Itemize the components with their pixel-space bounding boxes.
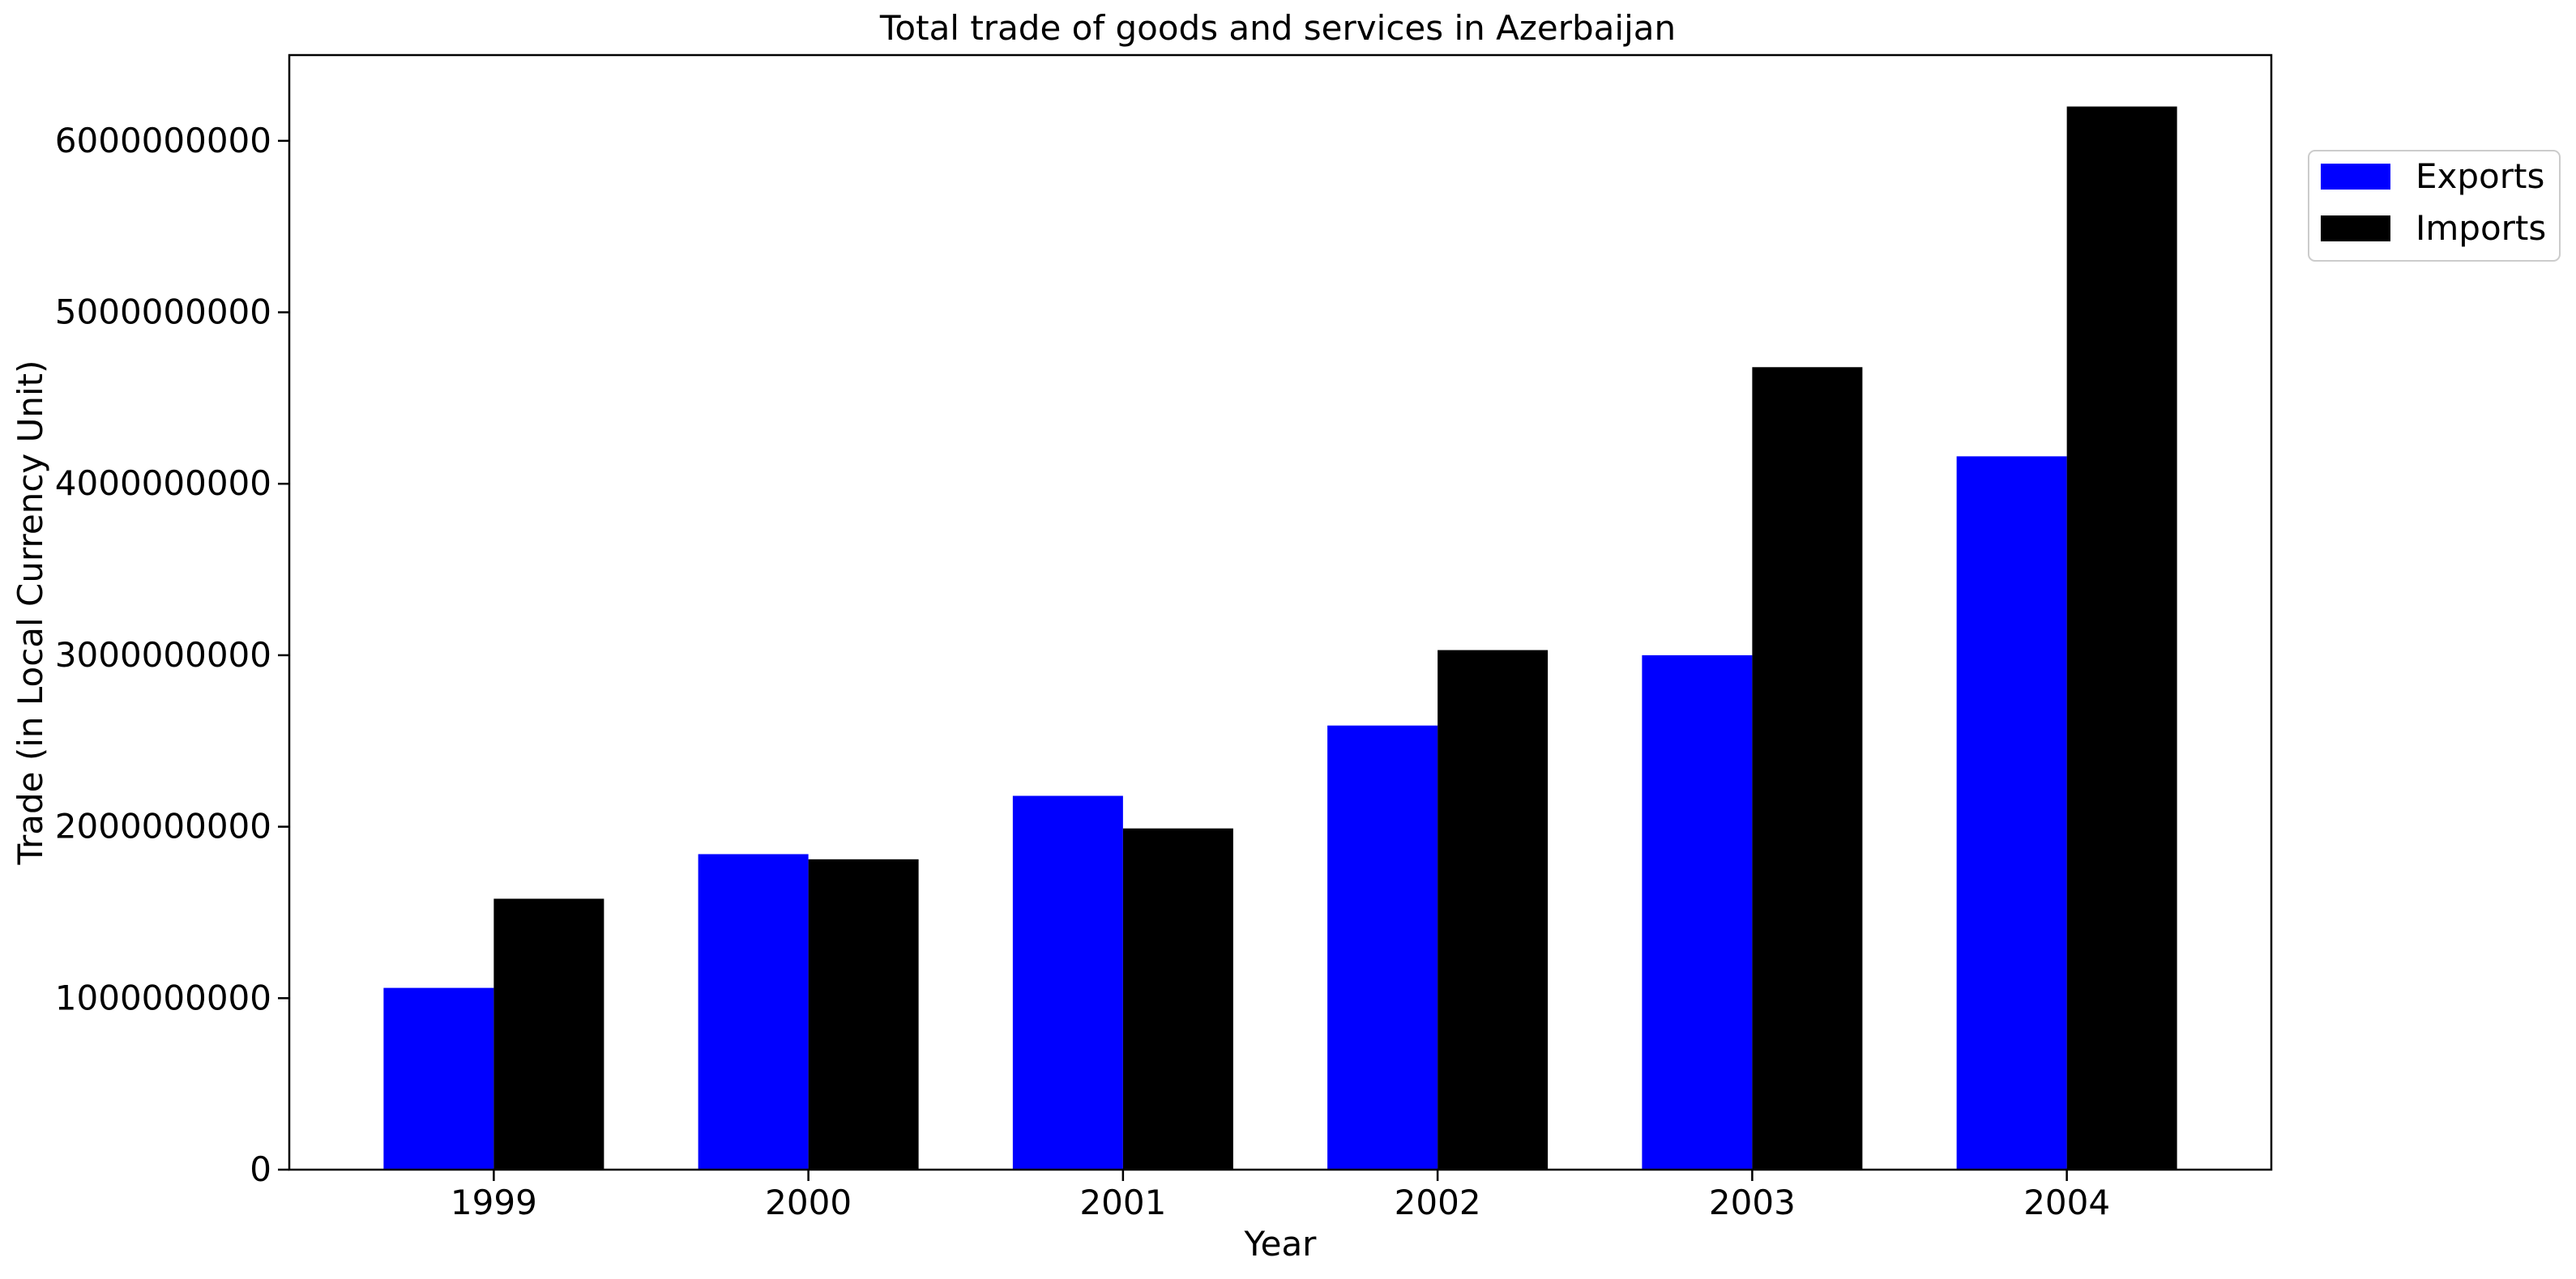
bar-imports-2002 xyxy=(1438,650,1549,1170)
bar-exports-2003 xyxy=(1642,654,1753,1170)
legend-swatch-imports xyxy=(2321,215,2390,241)
y-axis-ticks: 0 1000000000 2000000000 3000000000 400000000… xyxy=(55,121,289,1189)
x-tick-label: 2003 xyxy=(1709,1183,1796,1222)
y-tick-label: 6000000000 xyxy=(55,121,271,160)
legend-label-exports: Exports xyxy=(2416,156,2544,196)
x-tick-label: 1999 xyxy=(451,1183,537,1222)
bar-imports-2003 xyxy=(1752,367,1863,1170)
bar-imports-1999 xyxy=(493,898,604,1170)
legend-swatch-exports xyxy=(2321,164,2390,190)
x-tick-label: 2002 xyxy=(1395,1183,1481,1222)
bar-exports-2004 xyxy=(1956,456,2067,1170)
bar-imports-2001 xyxy=(1122,828,1233,1170)
chart-title: Total trade of goods and services in Aze… xyxy=(879,8,1676,48)
bar-exports-2001 xyxy=(1012,795,1123,1170)
x-tick-label: 2000 xyxy=(765,1183,852,1222)
bar-imports-2000 xyxy=(808,859,919,1170)
y-tick-label: 0 xyxy=(250,1149,271,1189)
bar-exports-2002 xyxy=(1327,725,1438,1170)
bar-exports-2000 xyxy=(698,854,809,1170)
bar-exports-1999 xyxy=(383,987,494,1170)
y-tick-label: 4000000000 xyxy=(55,463,271,503)
bar-imports-2004 xyxy=(2066,106,2177,1170)
y-tick-label: 2000000000 xyxy=(55,807,271,846)
y-tick-label: 3000000000 xyxy=(55,635,271,675)
y-tick-label: 1000000000 xyxy=(55,978,271,1017)
plot-frame xyxy=(288,53,2273,1171)
x-tick-label: 2004 xyxy=(2023,1183,2110,1222)
chart-legend: Exports Imports xyxy=(2308,150,2561,262)
x-axis-label: Year xyxy=(1244,1224,1318,1264)
x-axis-ticks: 1999 2000 2001 2002 2003 2004 xyxy=(451,1170,2110,1222)
y-tick-label: 5000000000 xyxy=(55,292,271,332)
legend-label-imports: Imports xyxy=(2416,208,2546,248)
bar-series-group xyxy=(383,106,2177,1170)
x-tick-label: 2001 xyxy=(1079,1183,1166,1222)
y-axis-label: Trade (in Local Currency Unit) xyxy=(11,360,50,865)
